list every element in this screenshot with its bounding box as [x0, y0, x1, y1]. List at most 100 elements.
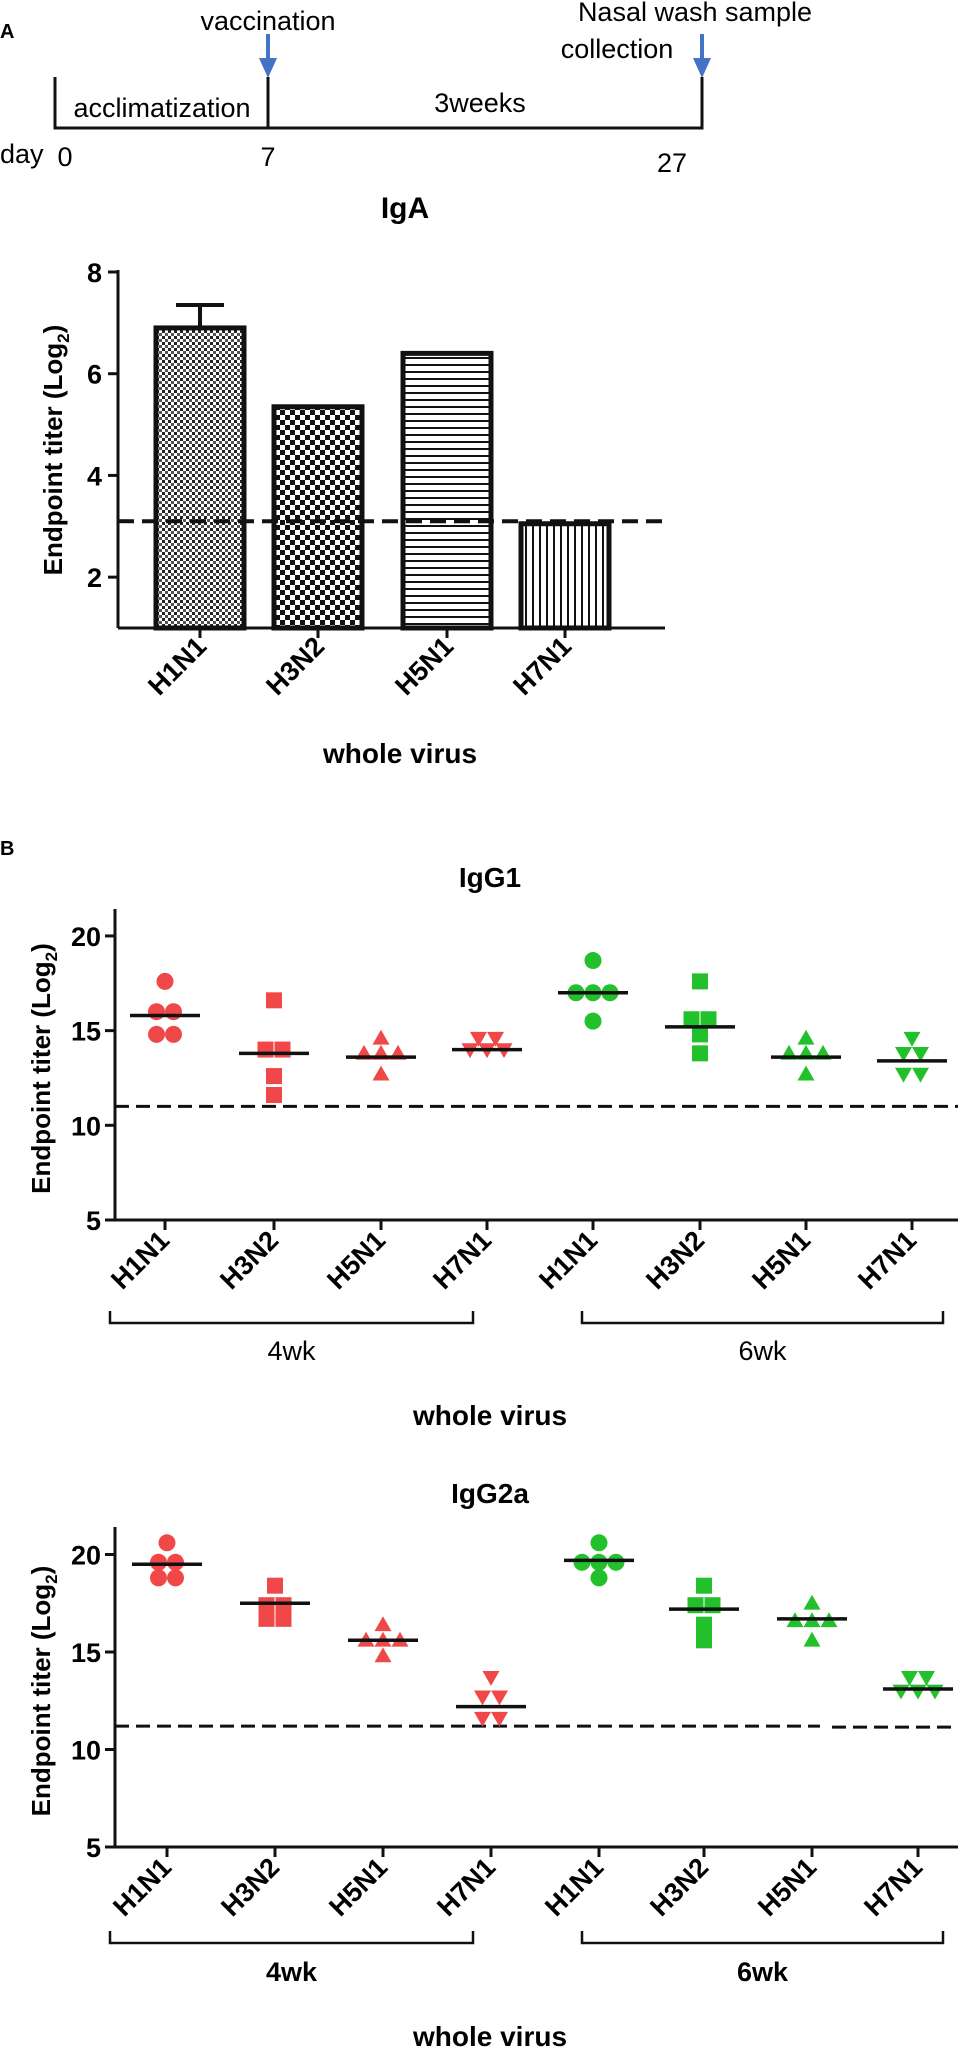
- igg2a-point-h7n1: [918, 1670, 935, 1686]
- 3weeks-label: 3weeks: [434, 88, 526, 118]
- igg1-point-h1n1: [584, 952, 602, 970]
- panel-a-label: A: [0, 21, 14, 43]
- igg1-point-h7n1: [487, 1031, 504, 1047]
- timeline-line: [53, 77, 704, 130]
- igg2a-point-h1n1: [590, 1534, 608, 1552]
- igg1-point-h1n1: [148, 1003, 165, 1021]
- iga-y-tick-label: 6: [87, 360, 102, 390]
- igg2a-point-h3n2: [258, 1610, 275, 1627]
- igg2a-point-h7n1: [909, 1684, 927, 1700]
- igg1-title: IgG1: [459, 862, 521, 893]
- igg1-y-axis-label-end: ): [26, 943, 56, 952]
- igg1-point-h3n2: [692, 1045, 708, 1062]
- igg1-point-h7n1: [912, 1046, 929, 1062]
- igg1-x-tick-label: H7N1: [427, 1225, 497, 1295]
- iga-bar-h5n1: [400, 350, 494, 631]
- igg1-point-h7n1: [903, 1031, 921, 1047]
- iga-y-axis-label: Endpoint titer (Log2): [38, 325, 73, 576]
- igg2a-point-h1n1: [590, 1569, 608, 1587]
- day-27-label: 27: [657, 148, 687, 178]
- igg2a-scatter-chart: IgG2a 5 10 15 20 Endpoint titer (Log2) H1N1 H3N…: [26, 1478, 958, 2049]
- igg1-y-axis-label-main: Endpoint titer (Log: [26, 961, 56, 1194]
- igg1-x-axis-label: whole virus: [412, 1400, 567, 1431]
- igg2a-point-h7n1: [491, 1690, 508, 1706]
- igg2a-x-tick-label: H5N1: [323, 1852, 393, 1922]
- day-7-label: 7: [260, 142, 275, 172]
- igg1-y-tick-label: 10: [71, 1111, 101, 1141]
- igg2a-point-h1n1: [590, 1553, 608, 1571]
- igg2a-x-tick-label: H3N2: [215, 1852, 285, 1922]
- igg2a-x-tick-label: H3N2: [644, 1852, 714, 1922]
- igg2a-x-tick-label: H1N1: [539, 1852, 609, 1922]
- igg2a-y-tick-label: 20: [71, 1541, 101, 1571]
- iga-title: IgA: [381, 192, 429, 225]
- iga-bar-h3n2: [271, 404, 365, 631]
- igg1-point-h3n2: [266, 992, 282, 1009]
- igg1-point-h3n2: [683, 1011, 700, 1028]
- igg1-y-tick-label: 15: [71, 1017, 101, 1047]
- iga-x-tick-label: H3N2: [260, 631, 330, 701]
- iga-y-tick-label: 2: [87, 563, 102, 593]
- igg1-group-label: 4wk: [267, 1336, 316, 1366]
- igg1-point-h1n1: [156, 972, 174, 990]
- igg1-point-h1n1: [584, 1012, 602, 1030]
- igg2a-x-tick-label: H5N1: [752, 1852, 822, 1922]
- day-0-label: 0: [57, 142, 72, 172]
- igg1-point-h7n1: [895, 1067, 912, 1083]
- igg2a-point-h5n1: [374, 1647, 392, 1663]
- igg1-point-h5n1: [372, 1029, 390, 1045]
- igg2a-point-h1n1: [573, 1553, 591, 1571]
- igg1-y-axis-label-subscript: 2: [42, 952, 61, 961]
- igg1-point-h3n2: [700, 1011, 717, 1028]
- igg2a-point-h1n1: [607, 1553, 625, 1571]
- igg1-x-tick-label: H1N1: [533, 1225, 603, 1295]
- igg1-point-h5n1: [372, 1065, 390, 1081]
- igg1-y-tick-label: 5: [86, 1206, 101, 1236]
- igg1-x-tick-label: H1N1: [105, 1225, 175, 1295]
- igg1-y-axis-label: Endpoint titer (Log2): [26, 943, 61, 1194]
- igg1-x-tick-label: H3N2: [214, 1225, 284, 1295]
- igg2a-point-h3n2: [267, 1577, 283, 1594]
- iga-bar-h7n1: [518, 521, 612, 631]
- igg2a-point-h1n1: [150, 1553, 167, 1571]
- sample-arrow-icon: [693, 34, 711, 78]
- igg1-point-h3n2: [692, 973, 708, 990]
- igg1-point-h3n2: [274, 1041, 291, 1058]
- igg1-x-tick-label: H5N1: [746, 1225, 816, 1295]
- igg1-point-h7n1: [895, 1046, 912, 1062]
- igg2a-group-bracket: [108, 1931, 475, 1945]
- igg1-point-h1n1: [165, 1025, 182, 1043]
- nasal-wash-label-line1: Nasal wash sample: [578, 0, 812, 27]
- igg2a-x-axis-label: whole virus: [412, 2021, 567, 2049]
- igg2a-group-label: 4wk: [266, 1957, 318, 1987]
- igg1-point-h5n1: [797, 1029, 815, 1045]
- iga-y-axis-label-end: ): [38, 325, 68, 334]
- iga-x-tick-label: H1N1: [142, 631, 212, 701]
- igg2a-title: IgG2a: [451, 1478, 529, 1509]
- igg2a-y-axis-label-main: Endpoint titer (Log: [26, 1584, 56, 1817]
- igg1-group-label: 6wk: [738, 1336, 787, 1366]
- igg1-point-h3n2: [266, 1087, 282, 1104]
- igg1-point-h1n1: [148, 1025, 165, 1043]
- iga-x-tick-label: H5N1: [389, 631, 459, 701]
- igg2a-point-h3n2: [696, 1616, 712, 1633]
- iga-y-tick-label: 8: [87, 258, 102, 288]
- igg2a-y-tick-label: 15: [71, 1638, 101, 1668]
- igg2a-point-h3n2: [275, 1597, 292, 1614]
- igg1-x-tick-label: H7N1: [852, 1225, 922, 1295]
- iga-bar-h1n1: [153, 325, 247, 631]
- igg1-point-h3n2: [692, 1026, 708, 1043]
- vaccination-arrow-icon: [259, 34, 277, 78]
- igg2a-y-tick-label: 5: [86, 1833, 101, 1863]
- igg1-y-tick-label: 20: [71, 922, 101, 952]
- igg2a-point-h1n1: [167, 1569, 184, 1587]
- day-label: day: [0, 139, 44, 169]
- igg2a-point-h7n1: [901, 1670, 918, 1686]
- timeline: A vaccination Nasal wash sample collecti…: [0, 0, 812, 178]
- igg2a-point-h7n1: [491, 1711, 508, 1727]
- igg1-point-h3n2: [266, 1068, 282, 1085]
- vaccination-label: vaccination: [200, 6, 335, 36]
- igg2a-point-h5n1: [803, 1631, 821, 1647]
- igg1-point-h1n1: [165, 1003, 182, 1021]
